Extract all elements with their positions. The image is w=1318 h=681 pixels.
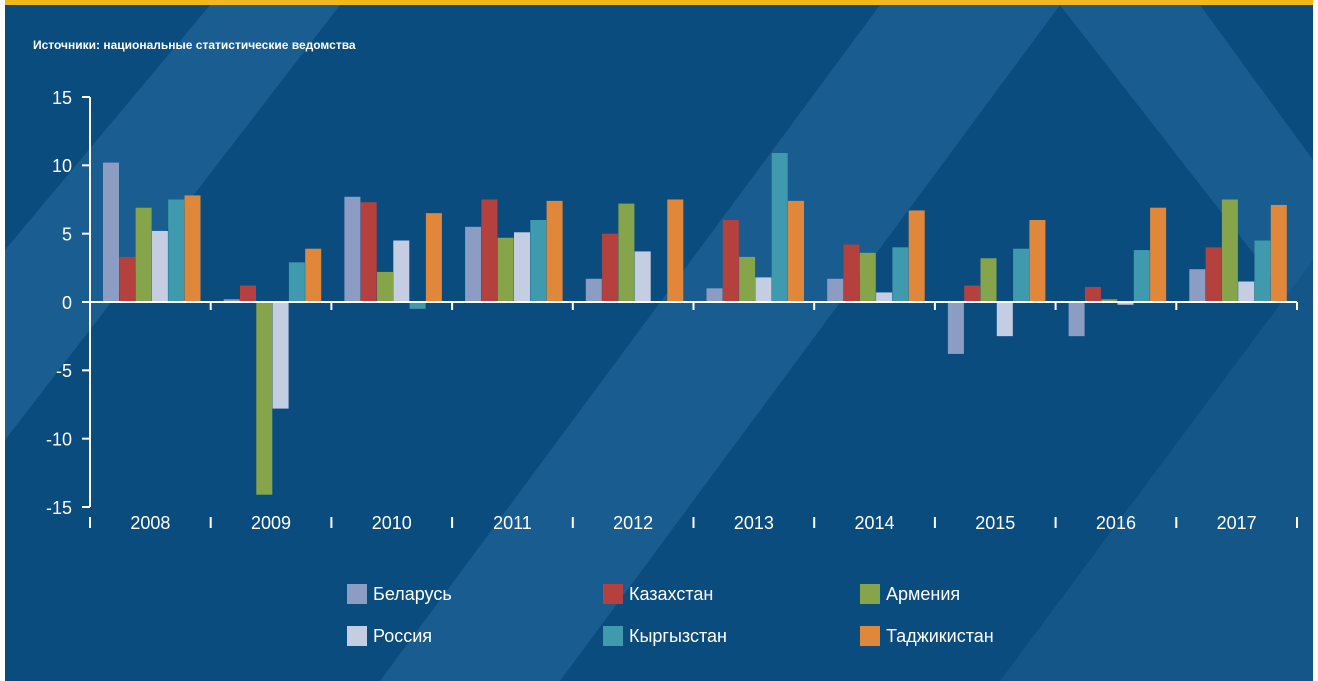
- legend-label: Таджикистан: [886, 626, 994, 646]
- bar: [184, 195, 201, 302]
- legend-label: Казахстан: [629, 584, 713, 604]
- bar: [996, 302, 1013, 337]
- bar: [1221, 199, 1238, 302]
- bar: [667, 199, 684, 302]
- bar: [634, 251, 651, 302]
- bar: [602, 233, 619, 302]
- bar: [618, 203, 635, 302]
- bar: [465, 226, 482, 302]
- bar: [119, 256, 136, 302]
- x-tick-label: 2010: [372, 513, 412, 533]
- bar: [843, 244, 860, 302]
- bar: [892, 247, 909, 302]
- bar: [859, 252, 876, 302]
- bar: [425, 213, 442, 302]
- bar: [980, 258, 997, 302]
- bar: [546, 200, 563, 302]
- legend-swatch: [347, 626, 367, 646]
- bar: [103, 162, 119, 302]
- x-tick-label: 2017: [1217, 513, 1257, 533]
- bar: [135, 207, 152, 302]
- bar: [514, 232, 530, 302]
- bar: [771, 153, 788, 302]
- x-tick-label: 2013: [734, 513, 774, 533]
- bar: [964, 285, 981, 302]
- bar: [1084, 286, 1101, 302]
- y-tick-label: 5: [62, 224, 72, 244]
- bar: [876, 292, 893, 302]
- y-tick-label: -15: [46, 498, 72, 518]
- legend-swatch: [603, 626, 623, 646]
- bar: [827, 278, 844, 302]
- bar: [151, 230, 168, 302]
- bar: [288, 262, 305, 302]
- bar: [1117, 302, 1134, 305]
- x-tick-label: 2008: [130, 513, 170, 533]
- bar: [497, 237, 514, 302]
- bar: [755, 277, 772, 302]
- bar: [377, 271, 393, 302]
- bar: [788, 200, 804, 302]
- legend-swatch: [347, 584, 367, 604]
- bar: [223, 299, 240, 302]
- legend-swatch: [860, 584, 880, 604]
- decor-stripe: [1000, 260, 1313, 681]
- decor-stripe: [380, 5, 1060, 681]
- bar: [360, 202, 377, 302]
- bar: [344, 196, 361, 302]
- top-stripe: [5, 0, 1313, 5]
- legend-label: Армения: [886, 584, 960, 604]
- source-note: Источники: национальные статистические в…: [33, 38, 356, 52]
- legend-label: Россия: [373, 626, 432, 646]
- bar: [1029, 220, 1046, 302]
- legend-swatch: [603, 584, 623, 604]
- bar: [739, 256, 756, 302]
- bar: [722, 220, 739, 302]
- bar: [256, 302, 273, 495]
- bar: [1205, 247, 1222, 302]
- bar: [1068, 302, 1085, 337]
- bar: [947, 302, 964, 354]
- bar: [1254, 240, 1271, 302]
- bar: [908, 210, 925, 302]
- bar: [585, 278, 602, 302]
- x-tick-label: 2016: [1096, 513, 1136, 533]
- bar: [168, 199, 185, 302]
- x-tick-label: 2009: [251, 513, 291, 533]
- legend-label: Беларусь: [373, 584, 452, 604]
- bar: [393, 240, 410, 302]
- y-tick-label: 0: [62, 293, 72, 313]
- y-tick-label: -10: [46, 429, 72, 449]
- bar: [706, 288, 723, 302]
- bar: [1150, 207, 1167, 302]
- bar: [1133, 250, 1150, 302]
- bar: [1013, 248, 1030, 302]
- bar: [1101, 299, 1118, 302]
- bar: [272, 302, 289, 409]
- legend-swatch: [860, 626, 880, 646]
- bar: [530, 220, 547, 302]
- x-tick-label: 2011: [493, 513, 532, 533]
- y-tick-label: -5: [56, 361, 72, 381]
- x-tick-label: 2012: [613, 513, 653, 533]
- bar: [1270, 204, 1287, 302]
- bar: [1238, 281, 1255, 302]
- bar: [240, 285, 256, 302]
- y-tick-label: 10: [52, 156, 72, 176]
- legend-label: Кыргызстан: [629, 626, 727, 646]
- x-tick-label: 2014: [855, 513, 895, 533]
- bar: [481, 199, 498, 302]
- bar: [305, 248, 322, 302]
- bar: [1189, 269, 1206, 302]
- bar: [409, 302, 426, 309]
- decor-stripe: [1060, 5, 1313, 330]
- y-tick-label: 15: [52, 88, 72, 108]
- x-tick-label: 2015: [975, 513, 1015, 533]
